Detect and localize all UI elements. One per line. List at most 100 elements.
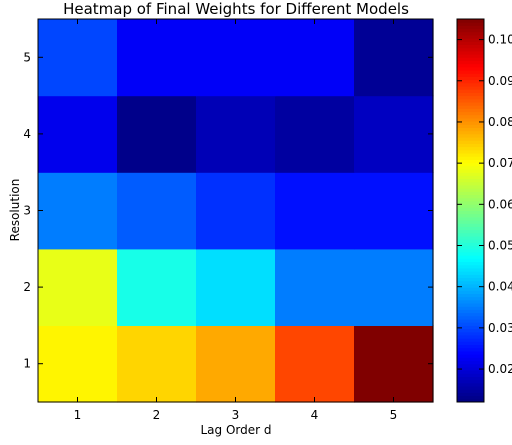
colorbar-segment bbox=[457, 229, 484, 234]
colorbar-segment bbox=[457, 280, 484, 285]
heatmap-cell bbox=[38, 248, 118, 326]
colorbar-segment bbox=[457, 86, 484, 90]
x-tick-label: 1 bbox=[74, 408, 82, 422]
colorbar-segment bbox=[457, 188, 484, 192]
colorbar-segment bbox=[457, 344, 484, 349]
colorbar-segment bbox=[457, 60, 484, 65]
colorbar-tick-label: 0.03 bbox=[488, 321, 512, 335]
heatmap-cells bbox=[38, 19, 434, 403]
colorbar-segment bbox=[457, 178, 484, 183]
colorbar-segment bbox=[457, 303, 484, 307]
colorbar-segment bbox=[457, 242, 484, 247]
colorbar-segment bbox=[457, 175, 484, 180]
heatmap-cell bbox=[117, 248, 197, 326]
colorbar-segment bbox=[457, 57, 484, 61]
heatmap-cell bbox=[275, 172, 355, 250]
colorbar-segment bbox=[457, 169, 484, 173]
colorbar-segment bbox=[457, 41, 484, 46]
colorbar-segment bbox=[457, 366, 484, 371]
colorbar-segment bbox=[457, 191, 484, 196]
heatmap-cell bbox=[354, 19, 434, 97]
y-tick-label: 1 bbox=[23, 357, 31, 371]
colorbar-segment bbox=[457, 50, 484, 55]
colorbar-segment bbox=[457, 159, 484, 164]
colorbar-segment bbox=[457, 153, 484, 157]
colorbar-segment bbox=[457, 258, 484, 263]
colorbar-segment bbox=[457, 226, 484, 231]
colorbar-segment bbox=[457, 44, 484, 49]
colorbar-segment bbox=[457, 63, 484, 68]
colorbar-segment bbox=[457, 194, 484, 199]
colorbar-segment bbox=[457, 360, 484, 365]
colorbar-segment bbox=[457, 95, 484, 100]
colorbar-segment bbox=[457, 382, 484, 387]
colorbar-segment bbox=[457, 114, 484, 119]
heatmap-cell bbox=[354, 325, 434, 403]
heatmap-cell bbox=[38, 172, 118, 250]
colorbar-segment bbox=[457, 322, 484, 326]
colorbar-segment bbox=[457, 293, 484, 298]
heatmap-cell bbox=[117, 325, 197, 403]
colorbar-segment bbox=[457, 38, 484, 42]
colorbar-segment bbox=[457, 347, 484, 352]
colorbar-segment bbox=[457, 299, 484, 304]
y-tick-label: 5 bbox=[23, 50, 31, 64]
heatmap-cell bbox=[275, 19, 355, 97]
colorbar-segment bbox=[457, 22, 484, 26]
colorbar-segment bbox=[457, 156, 484, 160]
colorbar-segment bbox=[457, 331, 484, 336]
colorbar-segment bbox=[457, 165, 484, 170]
colorbar-segment bbox=[457, 143, 484, 148]
colorbar-tick-label: 0.10 bbox=[488, 33, 512, 47]
x-tick-label: 5 bbox=[390, 408, 398, 422]
colorbar-segment bbox=[457, 283, 484, 288]
colorbar-segment bbox=[457, 245, 484, 250]
colorbar-segment bbox=[457, 184, 484, 189]
colorbar-segment bbox=[457, 239, 484, 243]
colorbar-segment bbox=[457, 210, 484, 215]
colorbar-segment bbox=[457, 181, 484, 186]
colorbar-segment bbox=[457, 79, 484, 84]
colorbar-segment bbox=[457, 220, 484, 224]
colorbar-segment bbox=[457, 54, 484, 58]
colorbar-segment bbox=[457, 386, 484, 390]
heatmap-cell bbox=[354, 172, 434, 250]
colorbar-segment bbox=[457, 236, 484, 240]
y-tick-label: 2 bbox=[23, 280, 31, 294]
colorbar-segment bbox=[457, 73, 484, 77]
colorbar-segment bbox=[457, 111, 484, 116]
colorbar-segment bbox=[457, 267, 484, 272]
colorbar: 0.02 0.03 0.04 0.05 0.06 0.07 0.08 0.09 0.10 bbox=[456, 18, 512, 403]
colorbar-tick-label: 0.09 bbox=[488, 74, 512, 88]
colorbar-segment bbox=[457, 357, 484, 362]
y-axis-label: Resolution bbox=[8, 179, 22, 242]
heatmap-cell bbox=[196, 19, 276, 97]
colorbar-segment bbox=[457, 121, 484, 125]
colorbar-segment bbox=[457, 223, 484, 227]
colorbar-segment bbox=[457, 207, 484, 211]
colorbar-segment bbox=[457, 334, 484, 339]
heatmap-cell bbox=[354, 95, 434, 173]
colorbar-segment bbox=[457, 373, 484, 377]
heatmap-cell bbox=[354, 248, 434, 326]
heatmap-cell bbox=[117, 19, 197, 97]
colorbar-segment bbox=[457, 271, 484, 275]
colorbar-segment bbox=[457, 232, 484, 237]
colorbar-segment bbox=[457, 216, 484, 221]
colorbar-segment bbox=[457, 315, 484, 320]
colorbar-segment bbox=[457, 274, 484, 279]
colorbar-segment bbox=[457, 172, 484, 176]
heatmap-cell bbox=[196, 95, 276, 173]
colorbar-segment bbox=[457, 25, 484, 30]
colorbar-segment bbox=[457, 149, 484, 154]
colorbar-segment bbox=[457, 309, 484, 314]
colorbar-segment bbox=[457, 264, 484, 269]
colorbar-segment bbox=[457, 277, 484, 282]
colorbar-segment bbox=[457, 255, 484, 259]
colorbar-segment bbox=[457, 140, 484, 144]
colorbar-segment bbox=[457, 98, 484, 103]
colorbar-segment bbox=[457, 296, 484, 301]
x-axis-ticks: 1 2 3 4 5 bbox=[74, 19, 398, 422]
colorbar-segment bbox=[457, 108, 484, 113]
